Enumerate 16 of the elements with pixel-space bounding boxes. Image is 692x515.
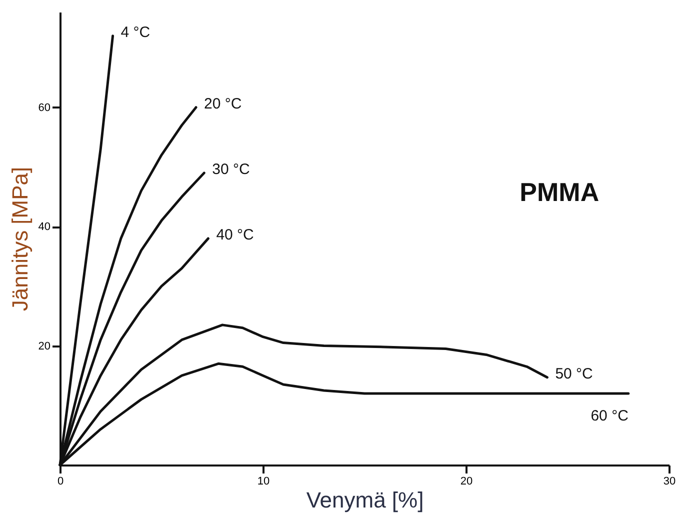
annotation: PMMA: [520, 177, 600, 208]
x-tick-label: 10: [257, 476, 270, 488]
series-label: 30 °C: [212, 160, 250, 178]
x-tick-label: 30: [663, 476, 676, 488]
y-tick-label: 20: [38, 340, 50, 352]
x-axis-title: Venymä [%]: [306, 488, 424, 512]
series-label: 50 °C: [555, 365, 594, 382]
x-tick-label: 20: [460, 476, 473, 488]
series-label: 4 °C: [120, 24, 150, 41]
y-axis-title: Jännitys [MPa]: [7, 166, 32, 312]
series-label: 60 °C: [590, 407, 629, 424]
y-tick-label: 60: [38, 102, 50, 114]
series-label: 40 °C: [216, 226, 254, 244]
series-label: 20 °C: [204, 95, 242, 112]
y-tick-label: 40: [38, 221, 50, 234]
x-tick-label: 0: [57, 476, 64, 488]
